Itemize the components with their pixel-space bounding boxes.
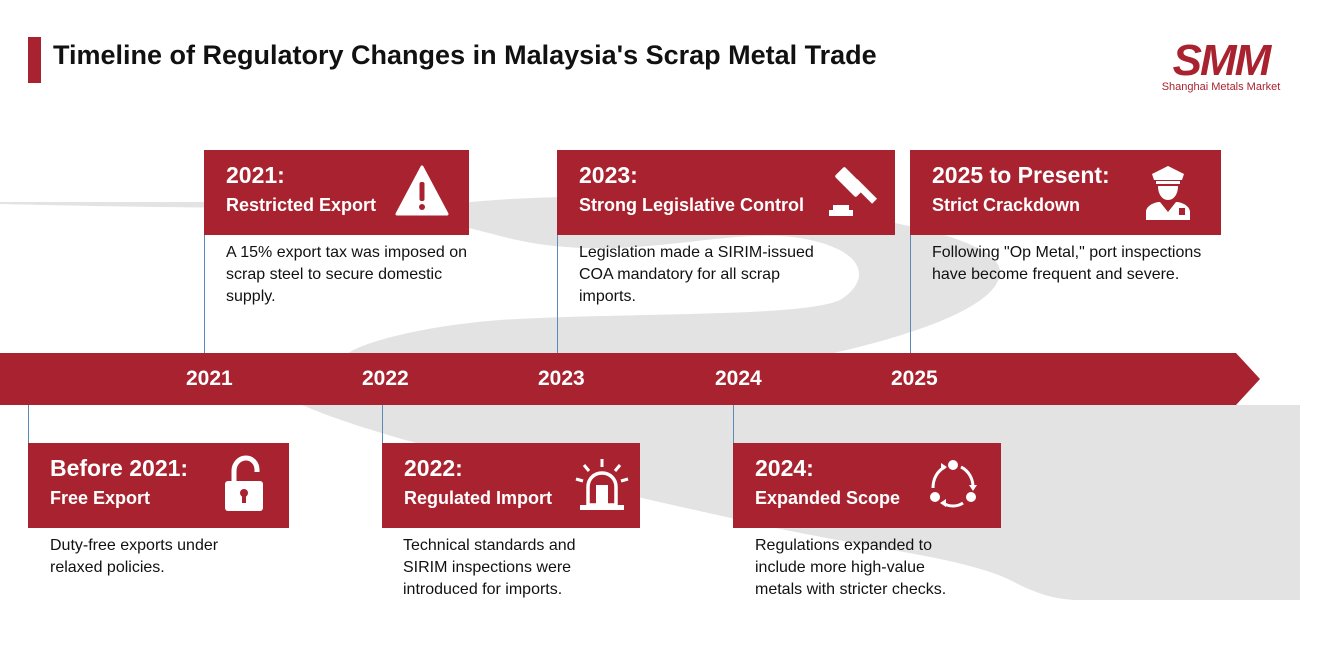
event-subheading: Expanded Scope xyxy=(755,488,901,508)
event-heading: Before 2021: xyxy=(50,455,189,481)
page-title: Timeline of Regulatory Changes in Malays… xyxy=(53,40,877,70)
siren-icon xyxy=(575,459,629,510)
connector-line xyxy=(557,234,558,353)
event-description: Duty-free exports under relaxed policies… xyxy=(50,537,219,576)
event-heading: 2023: xyxy=(579,162,638,188)
axis-year-label: 2023 xyxy=(538,367,585,390)
police-officer-icon xyxy=(1146,166,1190,220)
gavel-icon xyxy=(829,167,878,216)
connector-line xyxy=(382,405,383,443)
timeline-arrow xyxy=(0,353,1260,405)
axis-year-label: 2021 xyxy=(186,367,233,390)
axis-year-label: 2022 xyxy=(362,367,409,390)
event-card-2021: 2021: Restricted Export xyxy=(204,150,469,235)
event-subheading: Strong Legislative Control xyxy=(579,195,805,215)
event-description: Regulations expanded to include more hig… xyxy=(755,537,947,598)
connector-line xyxy=(28,405,29,443)
event-description: Following "Op Metal," port inspections h… xyxy=(932,244,1202,283)
event-card-2025: 2025 to Present: Strict Crackdown xyxy=(910,150,1221,235)
title-accent-bar xyxy=(28,37,41,83)
event-card-before-2021: Before 2021: Free Export xyxy=(28,443,289,528)
event-description: A 15% export tax was imposed on scrap st… xyxy=(226,244,468,305)
event-subheading: Regulated Import xyxy=(404,488,553,508)
unlock-icon xyxy=(225,455,263,511)
svg-text:SMM: SMM xyxy=(1173,38,1273,80)
connector-line xyxy=(733,405,734,443)
event-subheading: Free Export xyxy=(50,488,151,508)
connector-line xyxy=(910,234,911,353)
smm-logo: SMM Shanghai Metals Market xyxy=(1157,38,1285,94)
event-subheading: Restricted Export xyxy=(226,195,377,215)
event-card-2024: 2024: Expanded Scope xyxy=(733,443,1001,528)
warning-icon xyxy=(395,165,449,216)
event-heading: 2024: xyxy=(755,455,814,481)
smm-logo-mark: SMM xyxy=(1173,38,1275,80)
axis-year-label: 2025 xyxy=(891,367,938,390)
event-subheading: Strict Crackdown xyxy=(932,195,1081,215)
event-description: Legislation made a SIRIM-issued COA mand… xyxy=(579,244,814,305)
logo-subtitle: Shanghai Metals Market xyxy=(1161,81,1281,93)
event-heading: 2021: xyxy=(226,162,285,188)
event-card-2022: 2022: Regulated Import xyxy=(382,443,640,528)
cycle-arrows-icon xyxy=(930,460,977,508)
event-heading: 2022: xyxy=(404,455,463,481)
event-description: Technical standards and SIRIM inspection… xyxy=(403,537,576,598)
event-card-2023: 2023: Strong Legislative Control xyxy=(557,150,895,235)
connector-line xyxy=(204,234,205,353)
event-heading: 2025 to Present: xyxy=(932,162,1110,188)
axis-year-label: 2024 xyxy=(715,367,762,390)
